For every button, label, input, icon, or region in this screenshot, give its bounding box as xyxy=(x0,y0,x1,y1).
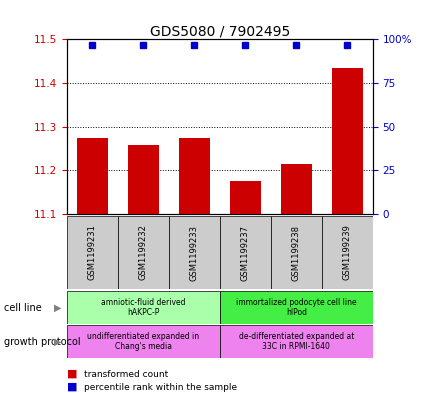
Bar xyxy=(230,182,260,214)
Title: GDS5080 / 7902495: GDS5080 / 7902495 xyxy=(149,24,289,38)
Text: immortalized podocyte cell line
hIPod: immortalized podocyte cell line hIPod xyxy=(236,298,356,317)
Text: ■: ■ xyxy=(67,369,77,379)
Text: percentile rank within the sample: percentile rank within the sample xyxy=(84,383,236,391)
Bar xyxy=(331,68,362,214)
Bar xyxy=(67,291,219,324)
Text: GSM1199231: GSM1199231 xyxy=(88,224,97,281)
Text: cell line: cell line xyxy=(4,303,42,312)
Text: ▶: ▶ xyxy=(54,336,62,347)
Text: transformed count: transformed count xyxy=(84,370,168,378)
Text: amniotic-fluid derived
hAKPC-P: amniotic-fluid derived hAKPC-P xyxy=(101,298,185,317)
Bar xyxy=(219,325,372,358)
Bar xyxy=(67,325,219,358)
Bar xyxy=(117,216,169,289)
Bar xyxy=(77,138,108,214)
Text: ■: ■ xyxy=(67,382,77,392)
Bar xyxy=(219,216,270,289)
Bar xyxy=(270,216,321,289)
Text: growth protocol: growth protocol xyxy=(4,336,81,347)
Text: GSM1199233: GSM1199233 xyxy=(189,224,198,281)
Bar xyxy=(128,145,158,214)
Text: GSM1199238: GSM1199238 xyxy=(291,224,300,281)
Text: GSM1199232: GSM1199232 xyxy=(138,224,147,281)
Text: undifferentiated expanded in
Chang's media: undifferentiated expanded in Chang's med… xyxy=(87,332,199,351)
Bar xyxy=(178,138,209,214)
Bar xyxy=(219,291,372,324)
Text: GSM1199237: GSM1199237 xyxy=(240,224,249,281)
Text: GSM1199239: GSM1199239 xyxy=(342,224,351,281)
Text: ▶: ▶ xyxy=(54,303,62,312)
Bar xyxy=(321,216,372,289)
Text: de-differentiated expanded at
33C in RPMI-1640: de-differentiated expanded at 33C in RPM… xyxy=(238,332,353,351)
Bar xyxy=(280,164,311,214)
Bar xyxy=(169,216,219,289)
Bar xyxy=(67,216,117,289)
